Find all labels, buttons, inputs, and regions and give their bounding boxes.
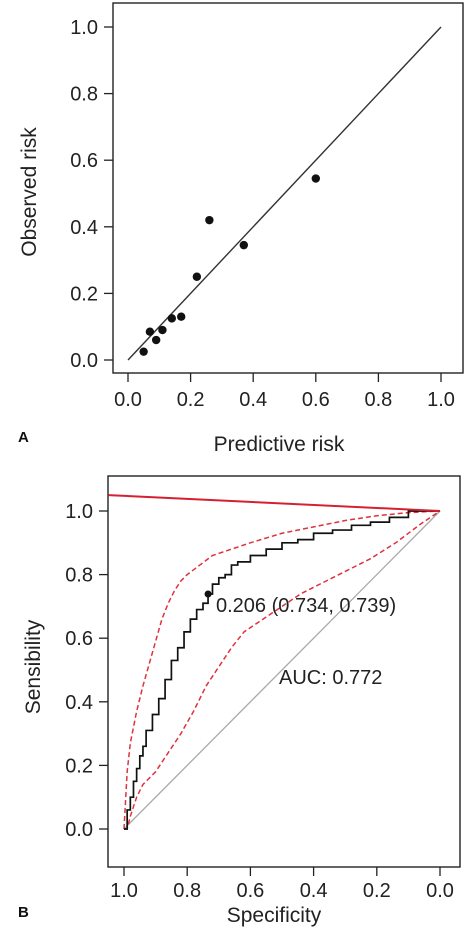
panel-b-plot-frame	[107, 475, 461, 868]
panel-b-label: B	[18, 904, 29, 921]
panel-b-x-tick-label: 0.4	[300, 880, 328, 902]
panel-a-y-tick-label: 0.4	[70, 217, 98, 239]
panel-a-y-tick-label: 1.0	[70, 17, 98, 39]
panel-a-y-tick-label: 0.0	[70, 350, 98, 372]
roc-series-line	[124, 510, 440, 830]
threshold-annotation: 0.206 (0.734, 0.739)	[216, 595, 396, 617]
calibration-point	[192, 272, 202, 281]
panel-b-y-tick-label: 0.8	[65, 565, 93, 587]
calibration-point	[139, 347, 148, 356]
panel-a-y-tick-label: 0.8	[70, 84, 98, 106]
panel-b-x-axis-label: Specificity	[227, 904, 322, 927]
calibration-point	[205, 215, 214, 225]
ci-upper-series-line	[123, 510, 441, 830]
panel-a-x-tick-label: 0.8	[364, 389, 392, 411]
panel-b-x-tick-label: 1.0	[110, 880, 138, 902]
panel-a-axes: 0.0 0.2 0.4 0.6 0.8 1.0 0.0 0.2 0.4 0.6 0.8 1.0	[70, 17, 455, 411]
panel-a-x-tick-label: 0.6	[302, 389, 330, 411]
calibration-point	[151, 335, 161, 345]
panel-a-y-axis-label: Observed risk	[18, 127, 41, 257]
reference-diagonal-line	[127, 26, 442, 361]
panel-a-y-tick-label: 0.2	[70, 283, 98, 305]
panel-b-y-tick-label: 1.0	[65, 501, 93, 523]
panel-a-x-axis-label: Predictive risk	[214, 433, 345, 456]
calibration-point	[158, 325, 167, 335]
calibration-point	[311, 174, 320, 183]
panel-b-y-tick-label: 0.6	[65, 628, 93, 650]
calibration-point	[239, 240, 249, 250]
top-line-series-line	[108, 494, 441, 512]
panel-a-y-tick-label: 0.6	[70, 150, 98, 172]
panel-b-y-tick-label: 0.0	[65, 819, 93, 841]
panel-a-plot-frame	[112, 2, 464, 374]
panel-a-label: A	[18, 429, 29, 446]
panel-a-x-tick-label: 1.0	[427, 389, 455, 411]
panel-b-roc-curve: 1.0 0.8 0.6 0.4 0.2 0.0 0.0 0.2 0.4 0.6 0.8 1.0 0.2…	[18, 475, 461, 927]
panel-b-y-tick-label: 0.4	[65, 692, 93, 714]
panel-b-x-tick-label: 0.6	[236, 880, 264, 902]
threshold-point	[204, 590, 212, 598]
panel-a-x-tick-label: 0.2	[177, 389, 205, 411]
panel-a-marks	[127, 26, 442, 361]
panel-b-x-tick-label: 0.8	[173, 880, 201, 902]
diagonal-series-line	[123, 510, 441, 830]
panel-a-calibration-plot: 0.0 0.2 0.4 0.6 0.8 1.0 0.0 0.2 0.4 0.6 0.8 1.0 Pre…	[18, 2, 464, 456]
calibration-point	[145, 327, 155, 336]
ci-lower-series-line	[124, 510, 441, 830]
panel-b-y-axis-label: Sensibility	[22, 619, 45, 714]
panel-a-x-tick-label: 0.4	[239, 389, 267, 411]
panel-a-x-tick-label: 0.0	[114, 389, 142, 411]
calibration-point	[177, 312, 186, 321]
calibration-point	[167, 314, 177, 323]
panel-b-x-tick-label: 0.2	[363, 880, 391, 902]
panel-b-marks	[108, 494, 441, 830]
panel-b-y-tick-label: 0.2	[65, 755, 93, 777]
panel-b-x-tick-label: 0.0	[426, 880, 454, 902]
panel-b-axes: 1.0 0.8 0.6 0.4 0.2 0.0 0.0 0.2 0.4 0.6 0.8 1.0	[65, 501, 454, 902]
auc-annotation: AUC: 0.772	[279, 667, 382, 689]
